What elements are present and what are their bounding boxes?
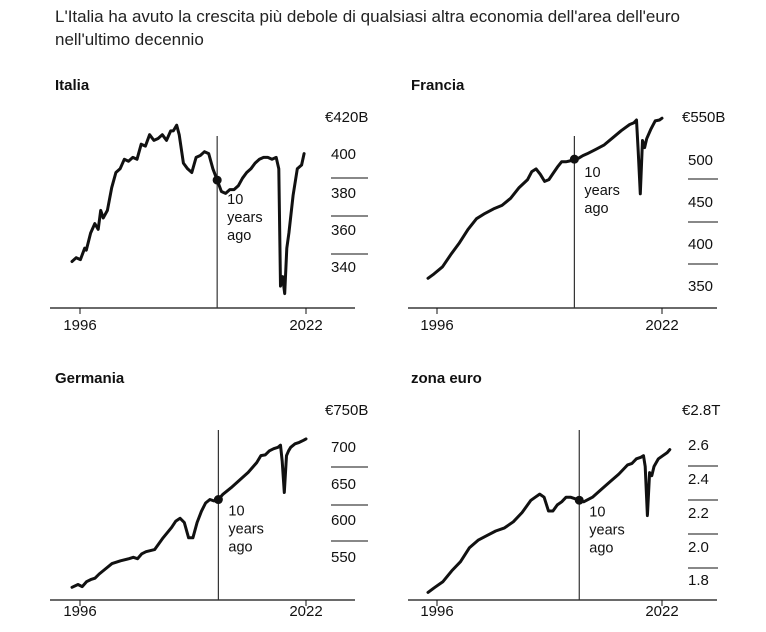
y-tick-label: €550B — [682, 109, 725, 126]
chart-title: L'Italia ha avuto la crescita più debole… — [55, 7, 680, 49]
y-tick-label: 700 — [331, 439, 356, 456]
x-tick-label: 2022 — [645, 317, 678, 334]
ten-years-ago-label: 10 years ago — [589, 504, 624, 556]
y-tick-label: 650 — [331, 476, 356, 493]
ten-years-ago-label-line: years — [584, 183, 619, 199]
x-tick-label: 1996 — [63, 603, 96, 620]
y-tick-label: 350 — [688, 278, 713, 295]
ten-years-ago-label-line: years — [228, 522, 263, 538]
x-tick-label: 2022 — [289, 317, 322, 334]
ten-years-ago-label-line: 10 — [584, 165, 600, 181]
ten-years-ago-label: 10 years ago — [227, 192, 262, 244]
y-tick-label: 340 — [331, 259, 356, 276]
y-tick-label: 2.4 — [688, 471, 709, 488]
y-tick-label: 2.6 — [688, 437, 709, 454]
y-tick-label: 1.8 — [688, 572, 709, 589]
panel-title: Francia — [411, 77, 465, 94]
ten-years-ago-label: 10 years ago — [584, 165, 619, 217]
ten-years-ago-label-line: ago — [227, 228, 251, 244]
ten-years-ago-dot — [569, 154, 579, 164]
ten-years-ago-dot — [212, 175, 222, 185]
ten-years-ago-label-line: 10 — [227, 192, 243, 208]
x-tick-label: 1996 — [420, 317, 453, 334]
ten-years-ago-dot — [213, 495, 223, 505]
panel-zona-euro: zona euro 1996 2022 €2.8T 2.6 2.4 2.2 2.0 1.8 10 y… — [408, 370, 720, 620]
x-tick-label: 2022 — [289, 603, 322, 620]
ten-years-ago-label-line: 10 — [228, 504, 244, 520]
y-tick-label: 400 — [331, 146, 356, 163]
series-line — [70, 123, 306, 296]
panel-title: zona euro — [411, 370, 482, 387]
series-line — [70, 437, 308, 589]
ten-years-ago-label-line: 10 — [589, 504, 605, 520]
y-tick-label: 550 — [331, 549, 356, 566]
panel-title: Italia — [55, 77, 90, 94]
y-tick-label: 360 — [331, 222, 356, 239]
ten-years-ago-dot — [574, 495, 584, 505]
series-line — [426, 448, 672, 594]
y-tick-label: 2.0 — [688, 539, 709, 556]
y-tick-label: €420B — [325, 109, 368, 126]
ten-years-ago-label-line: years — [589, 522, 624, 538]
y-tick-label: 380 — [331, 185, 356, 202]
x-tick-label: 1996 — [63, 317, 96, 334]
y-tick-label: €750B — [325, 402, 368, 419]
y-tick-label: €2.8T — [682, 402, 720, 419]
ten-years-ago-label: 10 years ago — [228, 504, 263, 556]
y-tick-label: 600 — [331, 512, 356, 529]
panel-francia: Francia 1996 2022 €550B 500 450 400 350 10 years a… — [408, 77, 725, 334]
y-tick-label: 450 — [688, 194, 713, 211]
x-tick-label: 1996 — [420, 603, 453, 620]
y-tick-label: 2.2 — [688, 505, 709, 522]
panel-italia: Italia 1996 2022 €420B 400 380 360 340 10 years ag… — [50, 77, 368, 334]
y-tick-label: 500 — [688, 152, 713, 169]
ten-years-ago-label-line: ago — [589, 540, 613, 556]
ten-years-ago-label-line: ago — [228, 540, 252, 556]
panel-title: Germania — [55, 370, 125, 387]
ten-years-ago-label-line: ago — [584, 201, 608, 217]
ten-years-ago-label-line: years — [227, 210, 262, 226]
series-line — [426, 116, 664, 280]
y-tick-label: 400 — [688, 236, 713, 253]
panel-germania: Germania 1996 2022 €750B 700 650 600 550 10 years… — [50, 370, 368, 620]
x-tick-label: 2022 — [645, 603, 678, 620]
